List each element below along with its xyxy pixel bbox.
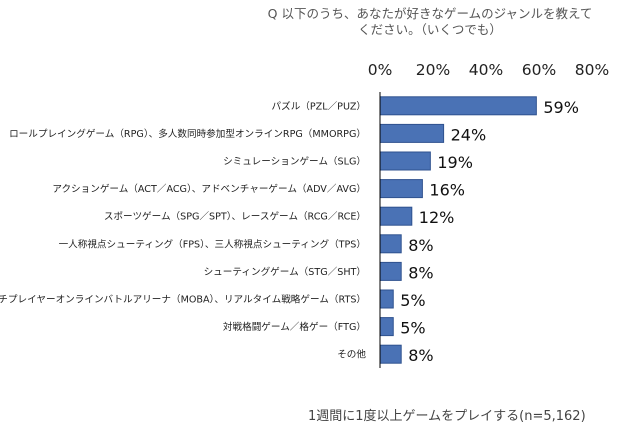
category-label: ロールプレイングゲーム（RPG）、多人数同時参加型オンラインRPG（MMORPG…: [9, 128, 366, 140]
x-tick-label: 80%: [575, 61, 609, 79]
bar: [379, 344, 402, 364]
x-tick-label: 60%: [522, 61, 556, 79]
category-label: アクションゲーム（ACT／ACG）、アドベンチャーゲーム（ADV／AVG）: [52, 183, 366, 195]
data-label: 5%: [400, 319, 425, 338]
chart-title: Q 以下のうち、あなたが好きなゲームのジャンルを教えて ください。（いくつでも）: [240, 6, 620, 38]
data-label: 16%: [429, 181, 465, 200]
bar: [379, 123, 445, 143]
data-label: 8%: [408, 263, 433, 282]
category-labels: パズル（PZL／PUZ） ロールプレイングゲーム（RPG）、多人数同時参加型オンラ…: [0, 100, 366, 360]
data-label: 59%: [543, 98, 579, 117]
bar-chart: 0% 20% 40% 60% 80% パズル（PZL／PUZ） ロールプレイングゲーム（R…: [0, 61, 610, 368]
category-label: パズル（PZL／PUZ）: [272, 100, 366, 112]
bar: [379, 206, 413, 226]
data-label: 5%: [400, 291, 425, 310]
category-label: シミュレーションゲーム（SLG）: [223, 156, 366, 168]
category-label: その他: [337, 349, 366, 361]
bar: [379, 234, 402, 254]
x-axis-ticks: 0% 20% 40% 60% 80%: [368, 61, 610, 79]
data-label: 8%: [408, 236, 433, 255]
bar: [379, 179, 423, 199]
chart-title-line-1: Q 以下のうち、あなたが好きなゲームのジャンルを教えて: [267, 6, 593, 21]
x-tick-label: 20%: [416, 61, 450, 79]
data-label: 24%: [451, 125, 487, 144]
x-tick-label: 0%: [368, 61, 393, 79]
category-label: マルチプレイヤーオンラインバトルアリーナ（MOBA）、リアルタイム戦略ゲーム（R…: [0, 294, 366, 306]
bar: [379, 96, 537, 116]
bar: [379, 151, 431, 171]
bar: [379, 289, 394, 309]
bar: [379, 261, 402, 281]
category-label: スポーツゲーム（SPG／SPT）、レースゲーム（RCG／RCE）: [104, 211, 366, 223]
data-label: 12%: [419, 208, 455, 227]
data-labels: 59% 24% 19% 16% 12% 8% 8% 5% 5% 8%: [400, 98, 579, 365]
category-label: 一人称視点シューティング（FPS）、三人称視点シューティング（TPS）: [59, 238, 366, 250]
category-label: シューティングゲーム（STG／SHT）: [204, 266, 366, 278]
sample-size-note: 1週間に1度以上ゲームをプレイする(n=5,162): [308, 409, 586, 424]
category-label: 対戦格闘ゲーム／格ゲー（FTG）: [223, 321, 366, 333]
chart-title-line-2: ください。（いくつでも）: [358, 22, 502, 37]
bar: [379, 317, 394, 337]
x-tick-label: 40%: [469, 61, 503, 79]
data-label: 19%: [437, 153, 473, 172]
data-label: 8%: [408, 346, 433, 365]
